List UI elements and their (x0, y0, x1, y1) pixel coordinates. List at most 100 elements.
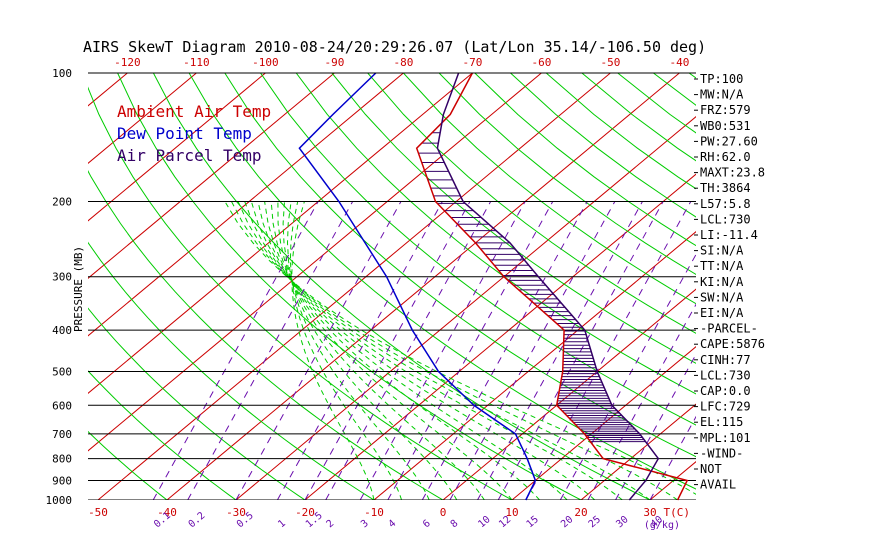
moist-adiabat-line (250, 201, 596, 500)
pressure-tick-label: 600 (52, 399, 72, 412)
index-label: SI:N/A (700, 244, 744, 258)
index-label: MPL:101 (700, 431, 751, 445)
mixing-ratio-line (359, 201, 526, 500)
dry-adiabat-line (88, 241, 375, 500)
bottom-temp-tick-label: 0 (440, 506, 447, 519)
bottom-temp-tick-label: -50 (88, 506, 108, 519)
top-temp-tick-label: -60 (531, 56, 551, 69)
mixing-ratio-label: 30 (614, 514, 630, 530)
isotherm-line (88, 73, 197, 164)
dry-adiabat-line (88, 430, 168, 500)
index-label: MW:N/A (700, 88, 744, 102)
mixing-ratio-line (276, 201, 443, 500)
moist-adiabat-line (237, 201, 651, 500)
index-label: LI:-11.4 (700, 228, 758, 242)
bottom-temp-tick-label: 30 (643, 506, 656, 519)
index-label: AVAIL (700, 478, 736, 492)
dry-adiabat-line (653, 73, 696, 106)
mixing-ratio-line (235, 201, 402, 500)
pressure-tick-label: 100 (52, 67, 72, 80)
index-label: KI:N/A (700, 275, 744, 289)
cape-hatching (418, 132, 646, 443)
top-temp-tick-label: -80 (393, 56, 413, 69)
dewpoint-line (298, 72, 537, 501)
index-label: CINH:77 (700, 353, 751, 367)
index-label: TT:N/A (700, 259, 744, 273)
chart-title: AIRS SkewT Diagram 2010-08-24/20:29:26.0… (83, 38, 706, 56)
mixing-ratio-unit: (g/kg) (644, 520, 680, 531)
index-label: TH:3864 (700, 181, 751, 195)
mixing-ratio-line (615, 353, 696, 500)
pressure-tick-label: 1000 (46, 494, 73, 507)
mixing-ratio-line (304, 201, 471, 500)
mixing-ratio-label: 6 (421, 518, 433, 530)
isotherm-line (0, 73, 58, 500)
bottom-temp-tick-label: -30 (226, 506, 246, 519)
index-label: EL:115 (700, 415, 743, 429)
dry-adiabat-line (510, 73, 696, 218)
index-label: WB0:531 (700, 119, 751, 133)
index-label: FRZ:579 (700, 103, 751, 117)
pressure-tick-label: 800 (52, 453, 72, 466)
isotherm-line (235, 116, 696, 500)
legend-parcel-temp: Air Parcel Temp (117, 146, 262, 165)
dry-adiabat-line (474, 73, 696, 247)
dry-adiabat-line (761, 73, 870, 500)
legend-ambient-temp: Ambient Air Temp (117, 102, 271, 121)
isotherm-line (442, 288, 696, 500)
index-label: EI:N/A (700, 306, 744, 320)
bottom-axis-label: T(C) (664, 506, 691, 519)
mixing-ratio-label: 20 (559, 514, 575, 530)
bottom-temp-tick-label: 10 (505, 506, 518, 519)
mixing-ratio-label: 10 (476, 514, 492, 530)
legend-dew-point: Dew Point Temp (117, 124, 252, 143)
mixing-ratio-line (449, 201, 616, 500)
top-temp-tick-label: -40 (669, 56, 689, 69)
bottom-temp-tick-label: -10 (364, 506, 384, 519)
mixing-ratio-line (187, 201, 354, 500)
isotherm-line (88, 73, 473, 394)
dry-adiabat-line (832, 73, 870, 500)
index-label: RH:62.0 (700, 150, 751, 164)
mixing-ratio-line (649, 415, 696, 500)
mixing-ratio-label: 0.2 (187, 510, 208, 530)
bottom-temp-tick-label: -20 (295, 506, 315, 519)
dry-adiabat-line (152, 73, 651, 500)
moist-adiabat-line (244, 201, 623, 500)
isotherm-line (511, 346, 696, 500)
mixing-ratio-label: 8 (449, 518, 461, 530)
mixing-ratio-label: 2 (325, 518, 337, 530)
top-temp-tick-label: -70 (462, 56, 482, 69)
pressure-tick-label: 900 (52, 474, 72, 487)
dry-adiabat-line (796, 73, 870, 500)
index-label: NOT (700, 462, 722, 476)
ambient-temp-line (415, 72, 689, 501)
index-label: CAPE:5876 (700, 337, 765, 351)
parcel-temp-line (436, 72, 660, 501)
index-label: L57:5.8 (700, 197, 751, 211)
top-temp-tick-label: -90 (324, 56, 344, 69)
isotherm-line (580, 403, 696, 500)
isotherm-line (649, 461, 696, 500)
mixing-ratio-label: 15 (525, 514, 541, 530)
index-label: -PARCEL- (700, 322, 758, 336)
isotherm-line (304, 173, 696, 500)
dry-adiabat-line (88, 170, 444, 500)
mixing-ratio-line (152, 201, 319, 500)
dry-adiabat-line (367, 73, 696, 334)
dry-adiabat-line (403, 73, 696, 305)
index-label: LCL:730 (700, 212, 751, 226)
mixing-ratio-label: 1 (276, 518, 288, 530)
mixing-ratio-line (559, 253, 696, 500)
index-label: MAXT:23.8 (700, 166, 765, 180)
mixing-ratio-label: 4 (387, 518, 399, 530)
index-label: TP:100 (700, 72, 743, 86)
isotherm-line (88, 73, 335, 279)
top-temp-tick-label: -110 (183, 56, 210, 69)
isotherm-line (88, 73, 404, 337)
dry-adiabat-line (224, 73, 696, 458)
moist-adiabat-line (291, 201, 375, 500)
mixing-ratio-line (325, 201, 492, 500)
index-label: -WIND- (700, 446, 743, 460)
